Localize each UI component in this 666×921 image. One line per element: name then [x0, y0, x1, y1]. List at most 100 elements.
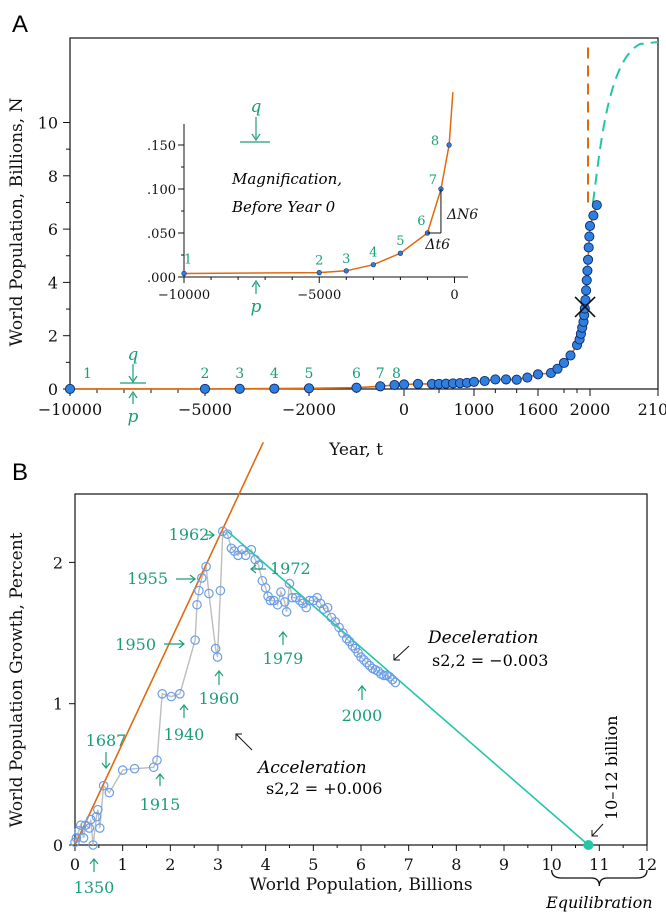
panel-b-xtick-label: 7 — [404, 855, 414, 874]
panel-b-point — [295, 595, 305, 606]
panel-a-point — [579, 303, 590, 314]
panel-b-year-arrowhead — [101, 762, 111, 769]
inset-delta-t: Δt6 — [424, 237, 450, 253]
panel-b-year-arrowhead — [155, 773, 165, 780]
inset-point-label: 4 — [369, 246, 377, 261]
panel-a-ylabel: World Population, Billions, N — [7, 97, 27, 346]
inset-point-label: 3 — [342, 252, 350, 267]
panel-a-ytick-label: 2 — [48, 327, 58, 346]
panel-b-point — [74, 826, 84, 836]
panel-b-point — [201, 561, 211, 572]
panel-a-point — [468, 376, 480, 387]
panel-b-decel-arrowhead — [393, 654, 400, 661]
panel-a-cross-marker — [574, 296, 596, 318]
panel-b-equilibrium-point — [583, 840, 594, 850]
panel-b-xtick-label: 8 — [451, 855, 461, 874]
panel-b-point — [284, 578, 295, 589]
inset-point — [370, 262, 376, 268]
panel-b-point — [359, 655, 369, 665]
panel-b-point — [384, 672, 395, 682]
panel-b-point — [91, 811, 102, 822]
panel-a-point — [351, 382, 362, 393]
panel-b-point — [246, 544, 257, 555]
panel-b-year-arrowhead — [357, 685, 367, 692]
panel-a-letter: A — [12, 11, 28, 38]
panel-b-point — [347, 640, 358, 651]
panel-b-year-label: 1979 — [263, 649, 304, 668]
panel-b-ytick-label: 1 — [53, 695, 63, 714]
panel-b-point — [78, 833, 89, 843]
panel-a-q-arrowhead — [128, 375, 138, 384]
panel-b-xtick-label: 10 — [541, 855, 561, 874]
panel-b-year-arrowhead — [278, 631, 288, 638]
inset-point-label: 2 — [315, 254, 323, 269]
panel-a-point — [64, 383, 76, 394]
panel-a-point — [199, 383, 211, 394]
panel-b-accel-eq: s2,2 = +0.006 — [266, 779, 382, 798]
panel-b-point — [75, 820, 86, 831]
panel-b-point — [190, 635, 200, 645]
panel-b-xtick-label: 9 — [499, 855, 509, 874]
panel-a-point-label: 7 — [376, 366, 385, 382]
panel-a-point — [479, 375, 490, 387]
panel-b-point — [387, 674, 398, 685]
panel-a-xtick-label: −10000 — [38, 400, 102, 419]
panel-b-point — [93, 804, 103, 815]
panel-a-q-label: q — [128, 345, 139, 365]
panel-a-point-label: 6 — [352, 366, 361, 382]
panel-b-equil-arrow — [591, 823, 604, 837]
inset-xtick-label: −5000 — [297, 288, 341, 303]
panel-b-point — [226, 543, 237, 554]
panel-a-point-label: 4 — [270, 366, 279, 382]
panel-a-point — [399, 379, 410, 390]
panel-b-year-label: 1962 — [169, 525, 210, 544]
panel-a-point — [591, 200, 602, 211]
inset-annotation-2: Before Year 0 — [231, 198, 336, 216]
inset-ytick-label: .000 — [147, 271, 176, 286]
panel-b-year-arrowhead — [208, 530, 215, 540]
inset-delta-n: ΔN6 — [446, 207, 478, 223]
panel-b-year-label: 1972 — [270, 559, 311, 578]
panel-b-point — [265, 595, 276, 606]
panel-b-data-line — [74, 530, 396, 846]
panel-a-point — [490, 374, 501, 385]
panel-a-point — [375, 381, 386, 392]
inset-xtick-label: −10000 — [158, 288, 210, 303]
inset-point-label: 1 — [184, 252, 192, 267]
inset-point — [343, 268, 349, 274]
panel-b-point — [250, 554, 260, 565]
panel-b-point — [212, 652, 223, 662]
inset-point — [397, 250, 403, 256]
inset-point — [181, 270, 187, 277]
panel-a-chart: −10000−5000−2000010001600200021000246810… — [38, 37, 666, 427]
panel-b-letter: B — [12, 459, 28, 486]
panel-b-ytick-label: 2 — [53, 553, 63, 572]
panel-b-equil-label: Equilibration — [545, 893, 653, 912]
panel-b-point — [157, 689, 168, 699]
panel-b-decel-title: Deceleration — [427, 628, 538, 648]
inset-ytick-label: .150 — [147, 139, 176, 154]
inset-point-label: 5 — [396, 234, 404, 249]
panel-b-xtick-label: 4 — [261, 855, 271, 874]
panel-b-point — [88, 840, 98, 850]
panel-b-point — [215, 585, 226, 596]
panel-b-xtick-label: 12 — [637, 855, 657, 874]
panel-b-decel-eq: s2,2 = −0.003 — [432, 651, 548, 670]
panel-b-point — [279, 597, 290, 607]
inset-annotation-1: Magnification, — [231, 170, 342, 188]
panel-b-year-label: 1955 — [127, 569, 168, 588]
inset-point-label: 6 — [417, 214, 425, 229]
panel-a-point — [584, 231, 595, 242]
panel-a-xlabel: Year, t — [328, 440, 383, 460]
panel-b-year-label: 1940 — [164, 725, 205, 744]
panel-b-ytick-label: 0 — [53, 836, 63, 855]
panel-b-year-label: 1960 — [199, 689, 240, 708]
panel-a-logistic-dash — [592, 41, 659, 203]
inset-point — [446, 142, 452, 148]
panel-b-accel-title: Acceleration — [256, 758, 367, 778]
panel-b-point — [129, 763, 140, 774]
panel-a-xtick-label: −5000 — [178, 400, 232, 419]
panel-b-point — [204, 588, 214, 599]
panel-a-point — [234, 383, 245, 394]
panel-b-year-label: 1350 — [74, 878, 115, 897]
